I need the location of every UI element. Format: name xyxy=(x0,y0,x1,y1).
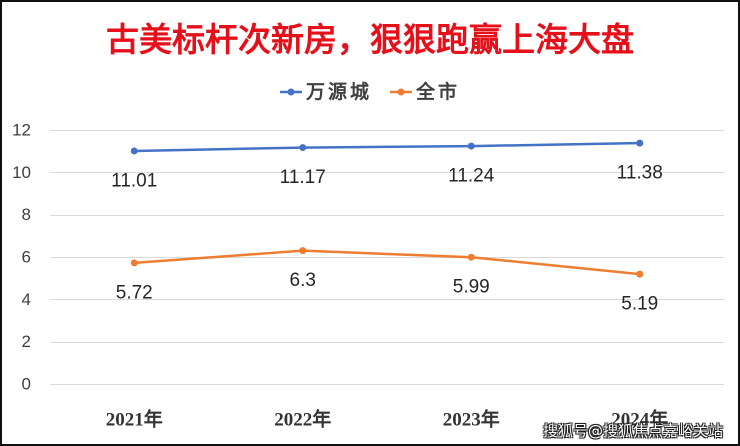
data-label: 5.99 xyxy=(453,277,490,298)
data-point xyxy=(299,144,307,152)
data-label: 11.24 xyxy=(448,166,495,187)
x-tick-label: 2023年 xyxy=(443,408,500,431)
legend-item-series-1: 万源城 xyxy=(279,81,372,103)
legend-item-series-2: 全市 xyxy=(390,81,460,103)
x-tick-label: 2024年 xyxy=(611,408,668,431)
data-point xyxy=(636,139,644,147)
y-tick-label: 2 xyxy=(22,332,31,351)
y-tick-label: 8 xyxy=(22,205,31,224)
data-point xyxy=(299,247,307,255)
data-point xyxy=(467,253,475,261)
legend-label-series-2: 全市 xyxy=(416,81,461,103)
series-2: 5.72 6.3 5.99 5.19 xyxy=(116,247,658,315)
data-point xyxy=(467,142,475,150)
chart-title: 古美标杆次新房，狠狠跑赢上海大盘 xyxy=(106,20,634,59)
legend-marker-series-2 xyxy=(390,88,412,96)
legend-label-series-1: 万源城 xyxy=(305,81,372,103)
data-label: 11.01 xyxy=(111,170,157,191)
y-tick-label: 0 xyxy=(22,375,31,394)
x-tick-label: 2022年 xyxy=(274,408,331,431)
data-point xyxy=(130,259,138,267)
data-label: 11.38 xyxy=(617,163,663,184)
data-point xyxy=(636,270,644,278)
data-label: 5.19 xyxy=(621,294,658,315)
legend: 万源城 全市 xyxy=(0,81,740,103)
x-tick-label: 2021年 xyxy=(106,408,163,431)
series-line-1 xyxy=(133,141,641,153)
data-label: 11.17 xyxy=(280,167,326,188)
y-axis: 0 2 4 6 8 10 12 xyxy=(12,121,31,394)
gridlines xyxy=(50,130,724,385)
data-label: 6.3 xyxy=(290,270,316,291)
data-point xyxy=(130,147,138,155)
x-axis: 2021年 2022年 2023年 2024年 xyxy=(106,408,669,431)
series-1: 11.01 11.17 11.24 11.38 xyxy=(111,139,663,191)
y-tick-label: 12 xyxy=(12,121,31,140)
y-tick-label: 4 xyxy=(22,290,31,309)
legend-marker-dot xyxy=(287,88,295,96)
y-tick-label: 6 xyxy=(22,248,31,267)
series-line-2 xyxy=(133,249,641,276)
data-label: 5.72 xyxy=(116,282,153,303)
legend-marker-series-1 xyxy=(279,88,302,96)
y-tick-label: 10 xyxy=(12,163,31,182)
watermark: 搜狐号@搜狐焦点嘉峪关站 xyxy=(542,422,723,440)
legend-marker-dot xyxy=(397,88,405,96)
